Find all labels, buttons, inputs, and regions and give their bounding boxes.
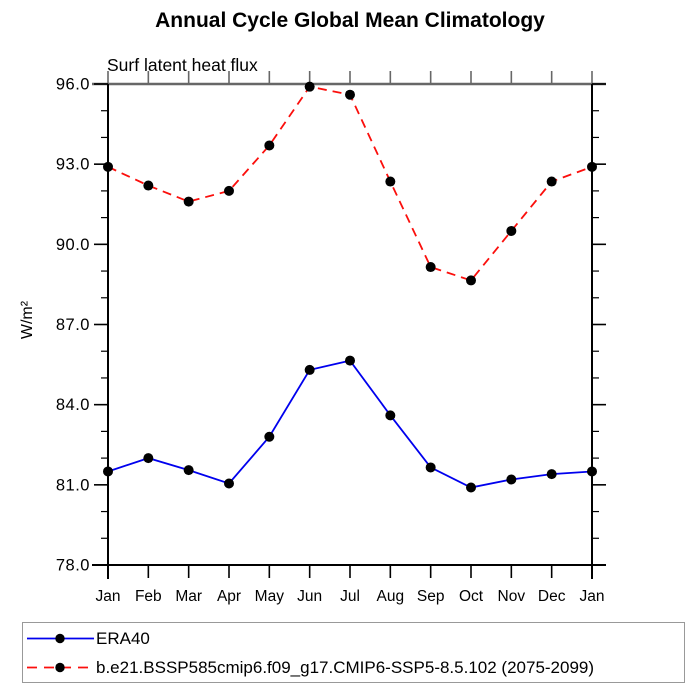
data-point-marker xyxy=(143,180,154,191)
data-point-marker xyxy=(587,161,597,172)
plot-area: Jan Feb Mar Apr May Jun Jul Aug Sep Oct Nov Dec Jan 7… xyxy=(56,71,606,605)
y-tick-label: 81.0 xyxy=(56,476,90,494)
y-tick-label: 87.0 xyxy=(56,316,90,334)
data-point-marker xyxy=(345,89,355,100)
data-point-marker xyxy=(587,466,597,477)
data-point-marker xyxy=(425,462,436,473)
data-point-marker xyxy=(183,465,194,476)
legend-label-model: b.e21.BSSP585cmip6.f09_g17.CMIP6-SSP5-8.… xyxy=(96,657,595,677)
data-point-marker xyxy=(304,364,315,375)
data-point-marker xyxy=(264,140,275,151)
x-tick-label: Jun xyxy=(297,588,322,605)
x-tick-label: Aug xyxy=(377,588,405,605)
chart-title: Annual Cycle Global Mean Climatology xyxy=(155,9,545,32)
x-tick-label: Oct xyxy=(459,588,484,605)
data-point-marker xyxy=(466,482,476,493)
series-line xyxy=(107,359,593,489)
y-tick-label: 78.0 xyxy=(56,557,90,575)
data-point-marker xyxy=(506,225,517,236)
chart-subtitle: Surf latent heat flux xyxy=(107,55,258,75)
data-point-marker xyxy=(304,81,315,92)
x-tick-label: Jan xyxy=(580,588,605,605)
legend-line-swatch-dashed xyxy=(27,662,94,673)
y-tick-label: 96.0 xyxy=(56,76,90,94)
legend-item-model: b.e21.BSSP585cmip6.f09_g17.CMIP6-SSP5-8.… xyxy=(23,653,684,682)
x-tick-label: Apr xyxy=(217,588,241,605)
data-point-marker xyxy=(345,355,355,366)
x-tick-label: Mar xyxy=(175,588,202,605)
data-point-marker xyxy=(385,410,396,421)
x-tick-label: Sep xyxy=(417,588,445,605)
data-point-marker xyxy=(224,185,234,196)
data-point-marker xyxy=(385,176,396,187)
x-tick-label: Feb xyxy=(135,588,162,605)
legend-marker-dot xyxy=(55,633,65,644)
x-tick-label: Dec xyxy=(538,588,566,605)
legend-item-era40: ERA40 xyxy=(23,624,684,653)
data-point-marker xyxy=(103,466,113,477)
x-tick-label: Jul xyxy=(340,588,360,605)
data-point-marker xyxy=(506,474,517,485)
data-point-marker xyxy=(143,453,154,464)
data-point-marker xyxy=(425,262,436,273)
y-tick-label: 84.0 xyxy=(56,396,90,414)
data-point-marker xyxy=(546,176,557,187)
data-point-marker xyxy=(466,275,476,286)
legend-marker-dot xyxy=(55,662,65,673)
series-line xyxy=(107,85,593,282)
x-tick-label: Jan xyxy=(96,588,121,605)
data-point-marker xyxy=(103,161,113,172)
data-point-marker xyxy=(224,478,234,489)
y-tick-label: 90.0 xyxy=(56,236,90,254)
legend: ERA40 b.e21.BSSP585cmip6.f09_g17.CMIP6-S… xyxy=(22,622,685,683)
data-point-marker xyxy=(183,196,194,207)
legend-label-era40: ERA40 xyxy=(96,628,150,648)
x-tick-label: May xyxy=(255,588,285,605)
data-point-marker xyxy=(546,469,557,480)
y-tick-label: 93.0 xyxy=(56,156,90,174)
data-point-marker xyxy=(264,431,275,442)
legend-line-swatch-solid xyxy=(27,633,94,644)
x-tick-label: Nov xyxy=(498,588,526,605)
